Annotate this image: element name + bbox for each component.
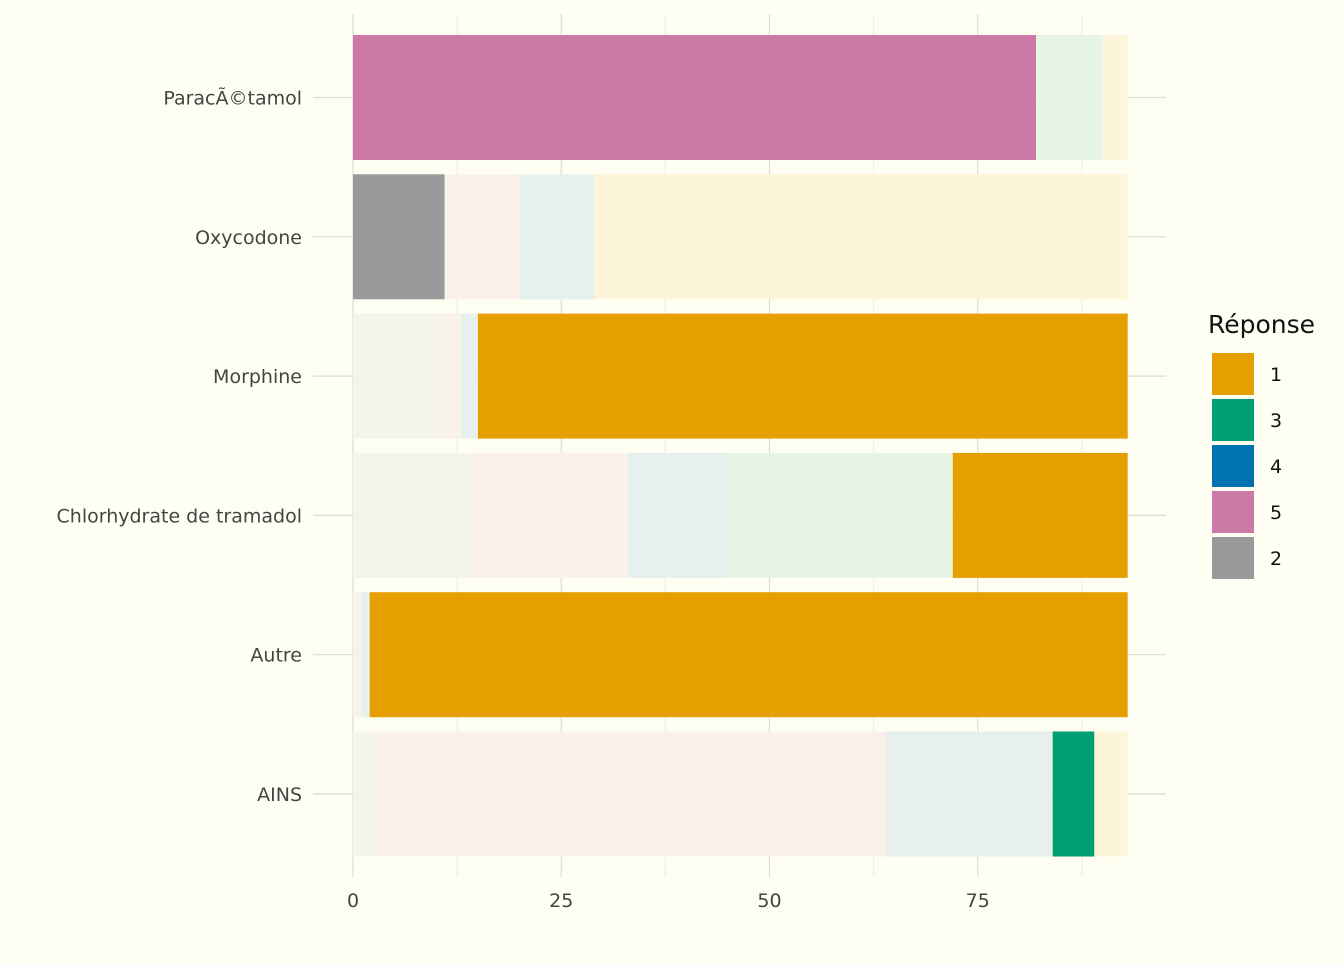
legend-label: 3 bbox=[1270, 410, 1282, 432]
legend: Réponse 1 3 4 5 2 bbox=[1208, 310, 1315, 579]
y-tick-label: Chlorhydrate de tramadol bbox=[57, 505, 302, 527]
legend-label: 1 bbox=[1270, 364, 1282, 386]
legend-label: 5 bbox=[1270, 502, 1282, 524]
bar-segment-5 bbox=[469, 452, 628, 578]
bar-segment-4 bbox=[627, 452, 728, 578]
bar-segment-4 bbox=[461, 313, 478, 439]
legend-swatch-4 bbox=[1212, 445, 1254, 487]
bar-segment-3 bbox=[727, 452, 953, 578]
bar-segment-2 bbox=[353, 313, 445, 439]
bar-segment-3 bbox=[1036, 35, 1103, 160]
x-tick-label: 50 bbox=[757, 890, 781, 912]
legend-label: 2 bbox=[1270, 548, 1282, 570]
x-tick-label: 25 bbox=[549, 890, 573, 912]
bar-segment-3 bbox=[1052, 731, 1095, 857]
legend-title: Réponse bbox=[1208, 310, 1315, 339]
legend-swatch-3 bbox=[1212, 399, 1254, 441]
bar-segment-4 bbox=[886, 731, 1053, 857]
y-tick-label: ParacÃ©tamol bbox=[163, 87, 302, 110]
bar-segment-5 bbox=[353, 592, 362, 718]
x-tick-label: 75 bbox=[966, 890, 990, 912]
y-axis: ParacÃ©tamol Oxycodone Morphine Chlorhydrat… bbox=[57, 87, 302, 807]
legend-swatch-2 bbox=[1212, 537, 1254, 579]
bar-segment-1 bbox=[1094, 731, 1128, 857]
x-axis: 0 25 50 75 bbox=[347, 890, 990, 912]
y-tick-label: Autre bbox=[250, 645, 302, 667]
legend-swatch-1 bbox=[1212, 353, 1254, 395]
bar-segment-1 bbox=[1102, 35, 1128, 160]
bar-segment-1 bbox=[369, 592, 1128, 718]
bar-segment-4 bbox=[361, 592, 370, 718]
bar-segment-2 bbox=[353, 731, 378, 857]
legend-swatch-5 bbox=[1212, 491, 1254, 533]
bar-segment-5 bbox=[444, 313, 462, 439]
bar-segment-1 bbox=[594, 174, 1128, 300]
x-tick-label: 0 bbox=[347, 890, 359, 912]
y-tick-label: Oxycodone bbox=[195, 227, 302, 249]
bar-segment-2 bbox=[353, 174, 445, 300]
y-tick-label: Morphine bbox=[213, 366, 302, 388]
bar-segment-4 bbox=[519, 174, 595, 300]
legend-label: 4 bbox=[1270, 456, 1282, 478]
bar-segment-2 bbox=[353, 452, 470, 578]
bar-segment-5 bbox=[444, 174, 520, 300]
bar-segment-1 bbox=[477, 313, 1128, 439]
bar-layer bbox=[353, 35, 1128, 857]
bar-segment-5 bbox=[377, 731, 887, 857]
bar-segment-1 bbox=[952, 452, 1128, 578]
y-tick-label: AINS bbox=[257, 784, 302, 806]
bar-segment-5 bbox=[353, 35, 1037, 160]
